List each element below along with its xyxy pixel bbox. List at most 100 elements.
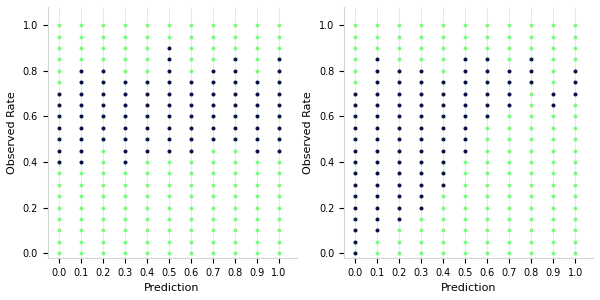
- Point: [482, 125, 492, 130]
- Point: [439, 103, 448, 107]
- Point: [230, 160, 239, 164]
- Point: [186, 160, 196, 164]
- Point: [252, 148, 262, 153]
- Point: [230, 91, 239, 96]
- Point: [208, 160, 218, 164]
- Point: [505, 23, 514, 28]
- Point: [439, 160, 448, 164]
- Point: [571, 34, 580, 39]
- Point: [252, 114, 262, 119]
- Point: [208, 23, 218, 28]
- Point: [460, 91, 470, 96]
- Point: [548, 114, 558, 119]
- Point: [274, 91, 284, 96]
- Point: [571, 194, 580, 199]
- Point: [394, 217, 404, 221]
- Point: [54, 103, 64, 107]
- Point: [252, 251, 262, 256]
- Point: [142, 23, 152, 28]
- Point: [571, 125, 580, 130]
- Point: [142, 68, 152, 73]
- Point: [186, 114, 196, 119]
- Point: [373, 171, 382, 176]
- Point: [416, 68, 426, 73]
- Point: [54, 148, 64, 153]
- Point: [186, 57, 196, 62]
- Point: [460, 114, 470, 119]
- Point: [76, 137, 85, 142]
- Point: [230, 251, 239, 256]
- Point: [164, 171, 173, 176]
- Point: [350, 148, 360, 153]
- Point: [98, 160, 107, 164]
- Point: [164, 160, 173, 164]
- Point: [505, 137, 514, 142]
- Point: [120, 103, 130, 107]
- Point: [482, 205, 492, 210]
- Point: [274, 137, 284, 142]
- Point: [274, 23, 284, 28]
- Point: [186, 68, 196, 73]
- Point: [394, 205, 404, 210]
- Point: [548, 125, 558, 130]
- Point: [394, 171, 404, 176]
- Point: [208, 114, 218, 119]
- Point: [252, 46, 262, 50]
- Point: [439, 148, 448, 153]
- Point: [98, 57, 107, 62]
- Point: [350, 125, 360, 130]
- Point: [548, 148, 558, 153]
- Point: [274, 103, 284, 107]
- Point: [350, 217, 360, 221]
- Point: [208, 228, 218, 233]
- Point: [274, 182, 284, 187]
- Point: [460, 114, 470, 119]
- Point: [164, 23, 173, 28]
- Point: [120, 160, 130, 164]
- Point: [274, 239, 284, 244]
- Point: [186, 205, 196, 210]
- Point: [54, 171, 64, 176]
- Point: [439, 91, 448, 96]
- Point: [460, 34, 470, 39]
- Point: [350, 171, 360, 176]
- Point: [208, 91, 218, 96]
- Point: [373, 205, 382, 210]
- Point: [439, 217, 448, 221]
- Point: [230, 239, 239, 244]
- Point: [230, 57, 239, 62]
- Point: [76, 239, 85, 244]
- Point: [416, 137, 426, 142]
- Point: [230, 23, 239, 28]
- Point: [98, 34, 107, 39]
- Point: [142, 34, 152, 39]
- Point: [350, 125, 360, 130]
- Point: [186, 34, 196, 39]
- Point: [505, 103, 514, 107]
- Point: [98, 103, 107, 107]
- Point: [164, 80, 173, 85]
- Point: [186, 228, 196, 233]
- Point: [350, 103, 360, 107]
- Point: [482, 103, 492, 107]
- Point: [230, 80, 239, 85]
- Point: [373, 171, 382, 176]
- Point: [164, 239, 173, 244]
- Point: [460, 239, 470, 244]
- Point: [274, 68, 284, 73]
- Point: [505, 217, 514, 221]
- Point: [350, 160, 360, 164]
- Point: [439, 239, 448, 244]
- Point: [439, 251, 448, 256]
- Point: [98, 125, 107, 130]
- Point: [252, 68, 262, 73]
- Point: [230, 137, 239, 142]
- Point: [439, 57, 448, 62]
- Point: [439, 137, 448, 142]
- Point: [416, 91, 426, 96]
- Point: [274, 171, 284, 176]
- Point: [142, 103, 152, 107]
- Point: [164, 148, 173, 153]
- Point: [54, 182, 64, 187]
- Point: [274, 57, 284, 62]
